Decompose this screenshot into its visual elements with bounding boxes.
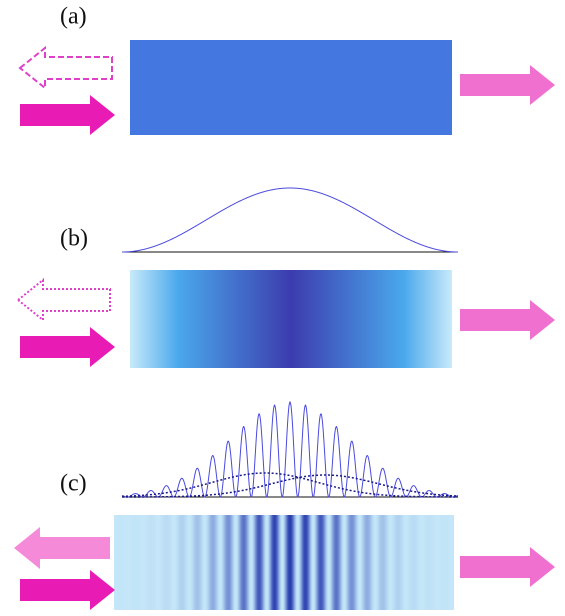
incident-arrow [20,327,115,367]
reflected-arrow [14,527,110,569]
reflected-arrow [20,48,112,88]
medium-block [114,515,454,610]
medium-block [130,270,452,368]
envelope [122,473,458,497]
incident-arrow [20,95,115,135]
figure: (a) (b) (c) [0,0,565,616]
intensity-profile [122,188,458,252]
transmitted-arrow [460,65,555,105]
envelope [122,475,458,497]
transmitted-arrow [460,547,555,587]
transmitted-arrow [460,300,555,340]
fringe-profile [122,402,458,497]
reflected-arrow [18,280,110,320]
medium-block [130,40,452,135]
panel-label: (b) [60,226,88,252]
panel-label: (a) [60,4,87,30]
incident-arrow [20,570,115,610]
panel-label: (c) [60,471,87,497]
